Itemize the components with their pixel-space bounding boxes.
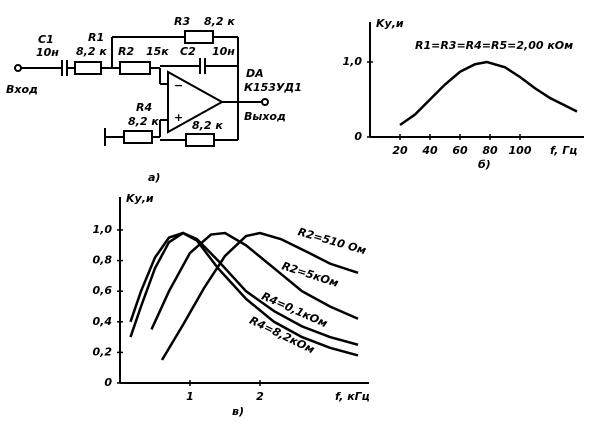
- y-tick-label: 0,6: [93, 284, 113, 297]
- x-axis-label: f, Гц: [550, 144, 577, 157]
- annotation: R1=R3=R4=R5=2,00 кОм: [415, 39, 573, 52]
- resistor: [119, 61, 151, 75]
- label: 10н: [212, 45, 235, 58]
- y-tick-label: 0,4: [93, 315, 113, 328]
- label: R1: [88, 31, 104, 44]
- curve: [399, 60, 578, 127]
- output-terminal: [261, 98, 269, 106]
- label: 8,2 к: [76, 45, 107, 58]
- input-terminal: [14, 64, 22, 72]
- x-tick-label: 100: [509, 144, 532, 157]
- curve: [129, 231, 359, 346]
- x-tick-label: 20: [392, 144, 408, 157]
- circuit: C1 10н R1 8,2 к Вход R2 15к R3 8,2 к C2 …: [6, 15, 302, 184]
- x-tick-label: 1: [186, 390, 194, 403]
- x-tick-label: 40: [421, 144, 438, 157]
- y-tick-label: 1,0: [343, 55, 363, 68]
- caption: а): [148, 171, 160, 184]
- label: Вход: [6, 83, 38, 96]
- y-tick-label: 1,0: [93, 223, 113, 236]
- curve: [160, 231, 359, 361]
- label: 8,2 к: [128, 115, 159, 128]
- label: −: [174, 79, 183, 92]
- y-axis-label: Kу,и: [376, 17, 404, 30]
- resistor: [185, 133, 215, 147]
- label: R2: [118, 45, 134, 58]
- label: 8,2 к: [192, 119, 223, 132]
- y-tick-label: 0,2: [93, 345, 113, 358]
- label: C1: [38, 33, 54, 46]
- label: Выход: [244, 110, 286, 123]
- label: 8,2 к: [204, 15, 235, 28]
- caption: в): [232, 405, 244, 418]
- curve: [129, 231, 359, 357]
- x-tick-label: 2: [256, 390, 264, 403]
- x-tick-label: 60: [452, 144, 468, 157]
- resistor: [74, 61, 102, 75]
- resistor: [123, 130, 153, 144]
- label: 10н: [36, 46, 59, 59]
- y-tick-label: 0: [354, 130, 362, 143]
- op-amp: [167, 70, 225, 134]
- y-axis-label: Kу,и: [126, 192, 154, 205]
- caption: б): [478, 158, 491, 171]
- y-tick-label: 0: [104, 376, 112, 389]
- y-tick-label: 0,8: [93, 254, 113, 267]
- label: К153УД1: [244, 81, 302, 94]
- label: R3: [174, 15, 190, 28]
- label: 15к: [146, 45, 169, 58]
- resistor: [184, 30, 214, 44]
- x-axis-label: f, кГц: [335, 390, 370, 403]
- label: DA: [246, 67, 264, 80]
- label: +: [174, 111, 183, 124]
- x-tick-label: 80: [482, 144, 498, 157]
- label: R4: [136, 101, 152, 114]
- label: C2: [180, 45, 196, 58]
- curve: [150, 231, 359, 330]
